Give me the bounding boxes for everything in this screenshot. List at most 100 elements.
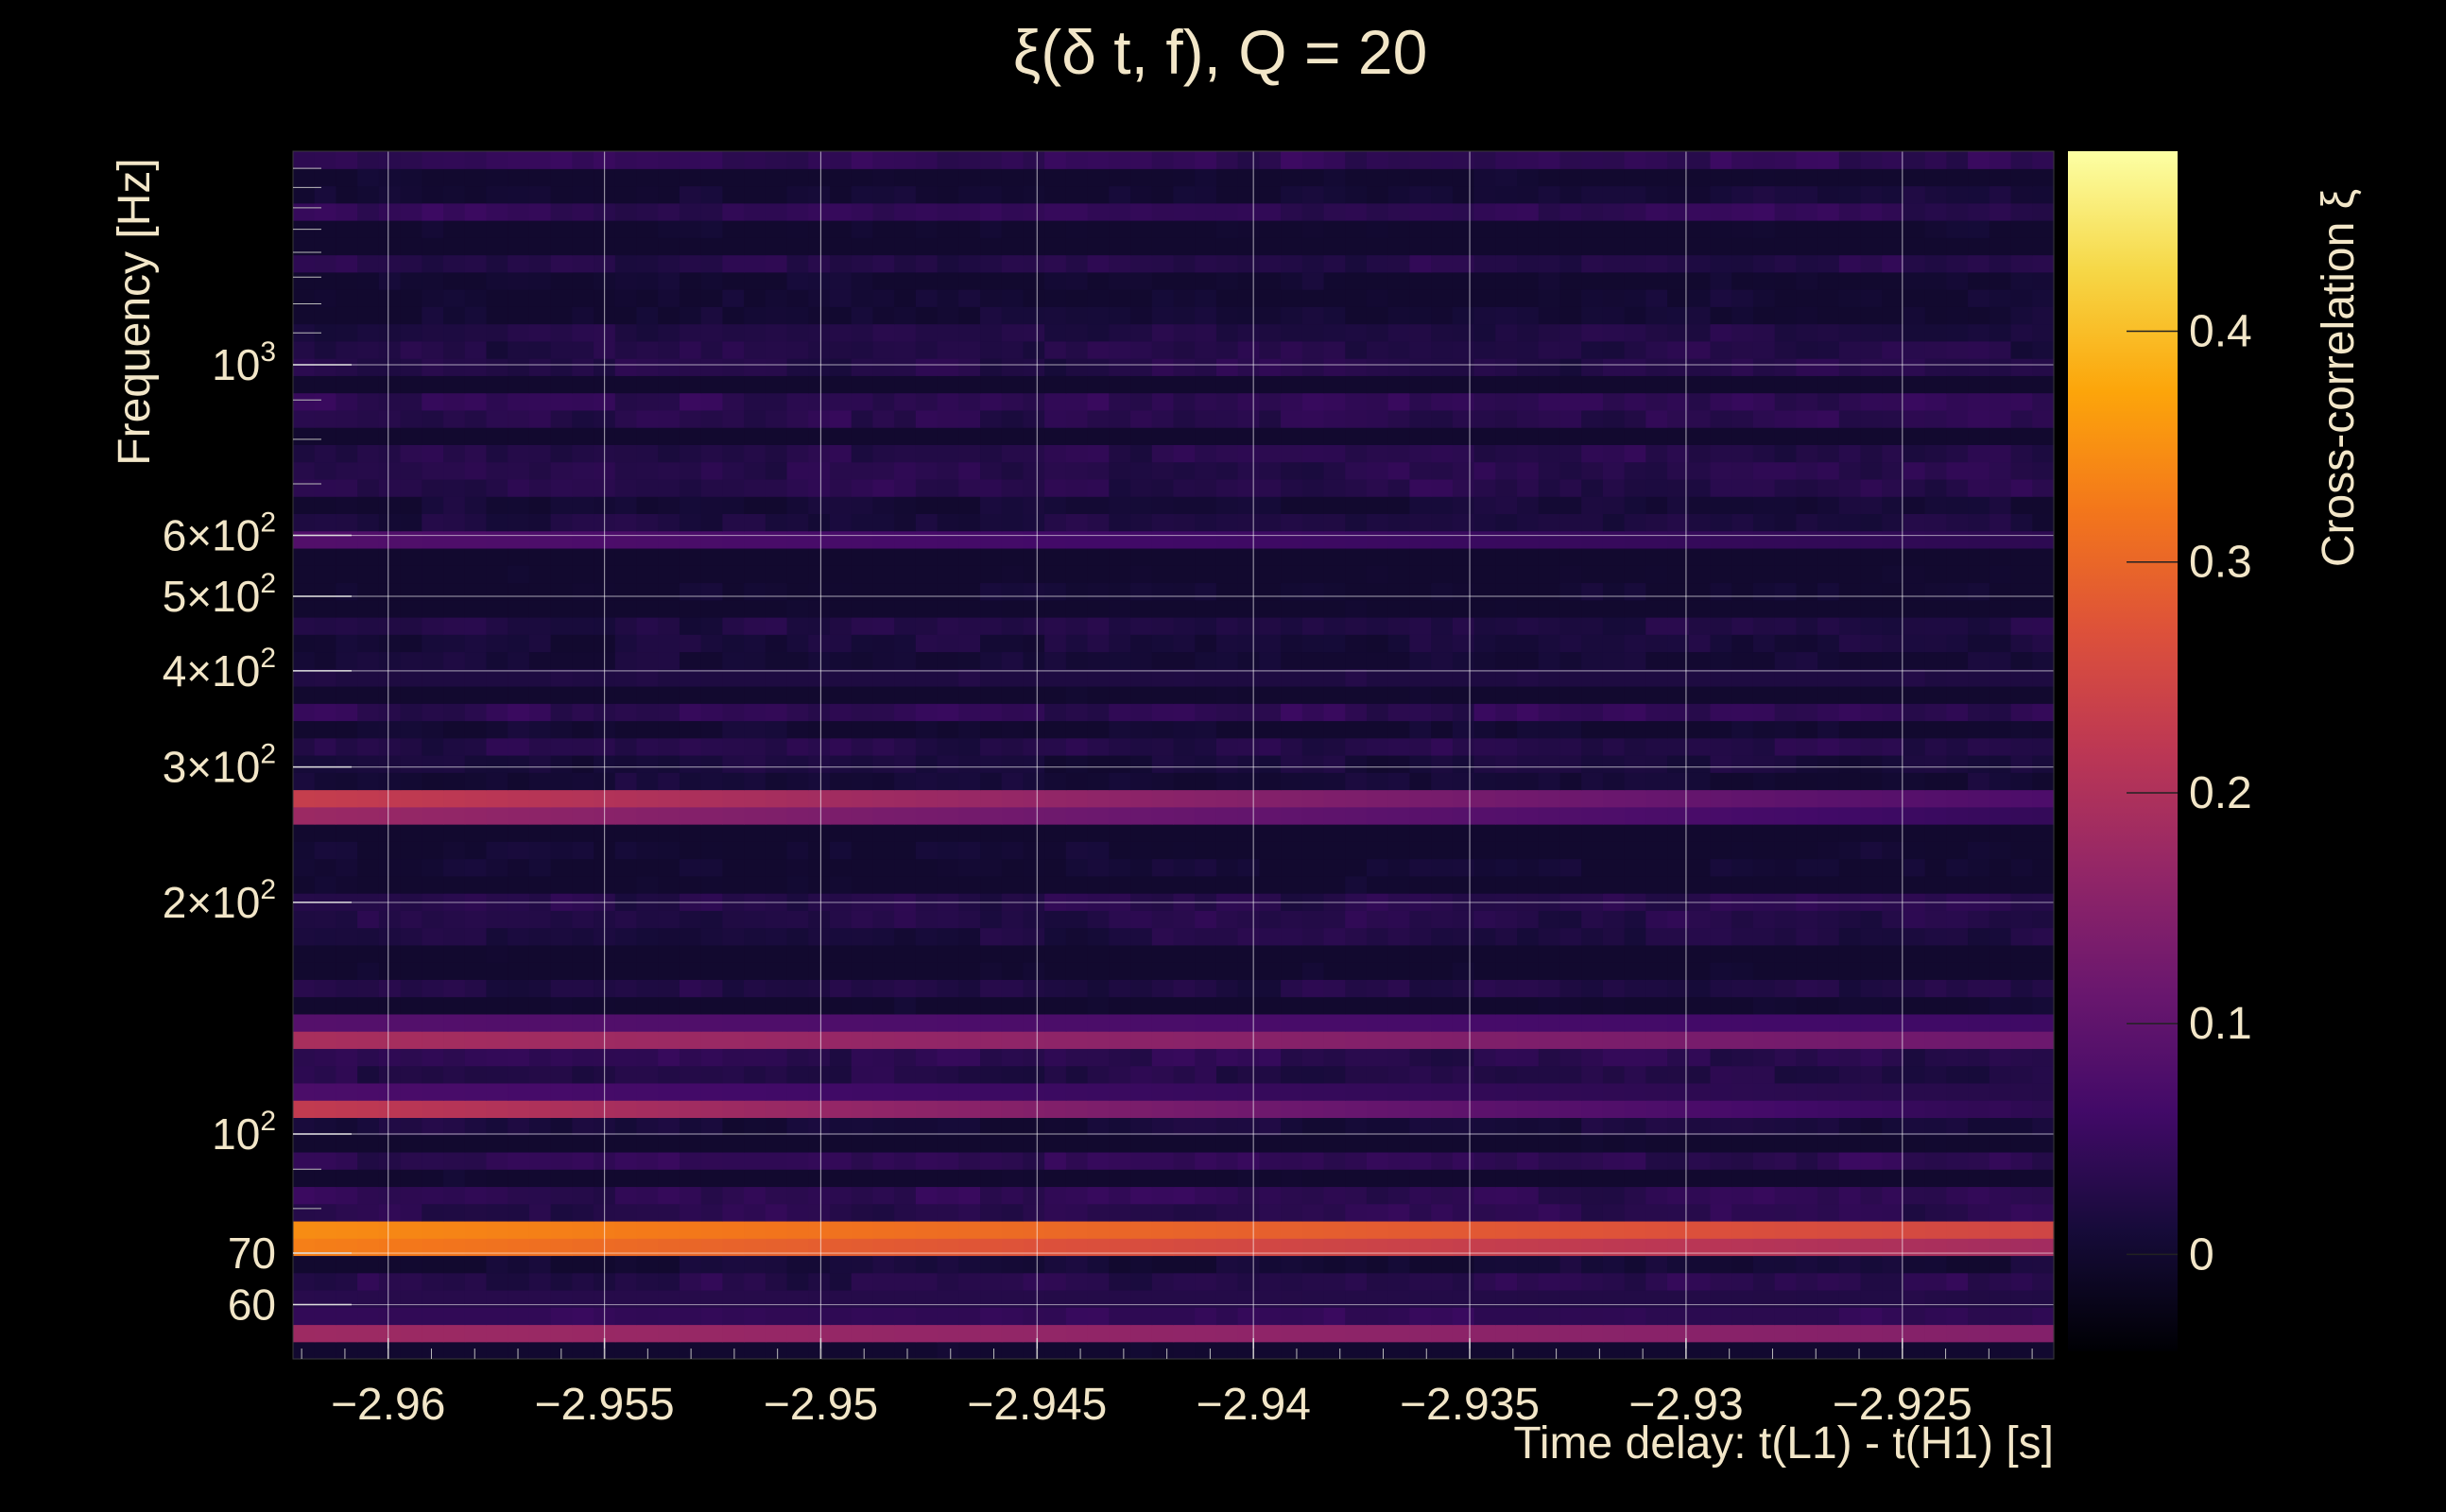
- heatmap-cell: [1130, 1117, 1153, 1136]
- heatmap-cell: [765, 1065, 788, 1084]
- heatmap-cell: [614, 513, 638, 532]
- heatmap-cell: [1366, 375, 1389, 394]
- heatmap-cell: [1301, 530, 1325, 549]
- heatmap-cell: [1688, 1082, 1712, 1101]
- heatmap-cell: [1581, 323, 1604, 342]
- heatmap-cell: [1366, 910, 1389, 929]
- heatmap-cell: [336, 824, 358, 842]
- heatmap-cell: [1581, 944, 1604, 963]
- heatmap-cell: [1710, 427, 1732, 445]
- heatmap-cell: [679, 409, 702, 428]
- heatmap-cell: [528, 685, 552, 704]
- heatmap-cell: [808, 755, 831, 773]
- heatmap-cell: [1517, 323, 1540, 342]
- heatmap-cell: [528, 375, 552, 394]
- heatmap-cell: [572, 634, 594, 653]
- heatmap-cell: [400, 1117, 422, 1136]
- heatmap-cell: [1431, 1307, 1454, 1326]
- heatmap-cell: [700, 1169, 723, 1188]
- heatmap-cell: [1130, 824, 1153, 842]
- heatmap-cell: [486, 1203, 508, 1222]
- heatmap-cell: [528, 720, 552, 739]
- heatmap-cell: [1838, 616, 1862, 635]
- heatmap-cell: [980, 1220, 1003, 1239]
- heatmap-cell: [293, 1186, 316, 1205]
- heatmap-cell: [1452, 737, 1475, 756]
- heatmap-cell: [744, 1220, 767, 1239]
- heatmap-cell: [2010, 478, 2033, 497]
- heatmap-cell: [1495, 703, 1518, 722]
- heatmap-cell: [400, 323, 422, 342]
- heatmap-cell: [958, 1220, 981, 1239]
- heatmap-cell: [1774, 616, 1797, 635]
- heatmap-cell: [2032, 927, 2055, 946]
- heatmap-cell: [679, 616, 702, 635]
- heatmap-cell: [614, 1324, 638, 1343]
- heatmap-cell: [1065, 875, 1089, 894]
- heatmap-cell: [1946, 962, 1969, 980]
- heatmap-cell: [314, 772, 337, 791]
- heatmap-cell: [829, 1289, 853, 1308]
- heatmap-cell: [1710, 1255, 1732, 1274]
- heatmap-cell: [1903, 979, 1926, 998]
- heatmap-cell: [1602, 496, 1626, 514]
- heatmap-cell: [915, 427, 939, 445]
- heatmap-cell: [378, 616, 402, 635]
- heatmap-cell: [1559, 616, 1582, 635]
- heatmap-cell: [1065, 496, 1089, 514]
- heatmap-cell: [293, 461, 316, 480]
- heatmap-cell: [851, 806, 874, 825]
- heatmap-cell: [1559, 1255, 1582, 1274]
- heatmap-cell: [1731, 565, 1754, 584]
- heatmap-cell: [636, 1013, 659, 1032]
- heatmap-cell: [1838, 720, 1862, 739]
- heatmap-cell: [980, 806, 1003, 825]
- heatmap-cell: [1473, 1048, 1496, 1067]
- heatmap-cell: [422, 616, 444, 635]
- heatmap-cell: [443, 824, 466, 842]
- heatmap-cell: [336, 306, 358, 325]
- heatmap-cell: [915, 582, 939, 601]
- heatmap-cell: [636, 806, 659, 825]
- heatmap-cell: [1946, 616, 1969, 635]
- heatmap-cell: [744, 1238, 767, 1257]
- heatmap-cell: [1667, 1324, 1690, 1343]
- heatmap-cell: [1173, 1065, 1196, 1084]
- heatmap-cell: [1602, 444, 1626, 463]
- heatmap-cell: [422, 1065, 444, 1084]
- heatmap-cell: [1538, 1100, 1561, 1118]
- heatmap-cell: [1044, 1100, 1067, 1118]
- heatmap-cell: [980, 1100, 1003, 1118]
- heatmap-cell: [2032, 1134, 2055, 1153]
- heatmap-cell: [1903, 1065, 1926, 1084]
- heatmap-cell: [1989, 340, 2012, 359]
- heatmap-cell: [1838, 875, 1862, 894]
- heatmap-cell: [1860, 1117, 1883, 1136]
- heatmap-cell: [1281, 599, 1303, 618]
- heatmap-cell: [1860, 772, 1883, 791]
- heatmap-cell: [1452, 927, 1475, 946]
- heatmap-cell: [1195, 409, 1217, 428]
- heatmap-cell: [1215, 875, 1239, 894]
- heatmap-cell: [357, 1031, 380, 1049]
- heatmap-cell: [1989, 1341, 2012, 1360]
- heatmap-cell: [1366, 340, 1389, 359]
- heatmap-cell: [894, 375, 917, 394]
- heatmap-cell: [1946, 824, 1969, 842]
- heatmap-cell: [1667, 1255, 1690, 1274]
- heatmap-cell: [1989, 461, 2012, 480]
- heatmap-cell: [1301, 944, 1325, 963]
- heatmap-cell: [1559, 824, 1582, 842]
- heatmap-cell: [1688, 806, 1712, 825]
- heatmap-cell: [357, 409, 380, 428]
- heatmap-cell: [1387, 530, 1411, 549]
- heatmap-cell: [1731, 720, 1754, 739]
- heatmap-cell: [1860, 1048, 1883, 1067]
- heatmap-cell: [1946, 1220, 1969, 1239]
- heatmap-cell: [1752, 806, 1776, 825]
- heatmap-cell: [1495, 875, 1518, 894]
- heatmap-cell: [464, 1220, 488, 1239]
- heatmap-cell: [1259, 720, 1282, 739]
- heatmap-cell: [915, 1048, 939, 1067]
- heatmap-cell: [1946, 375, 1969, 394]
